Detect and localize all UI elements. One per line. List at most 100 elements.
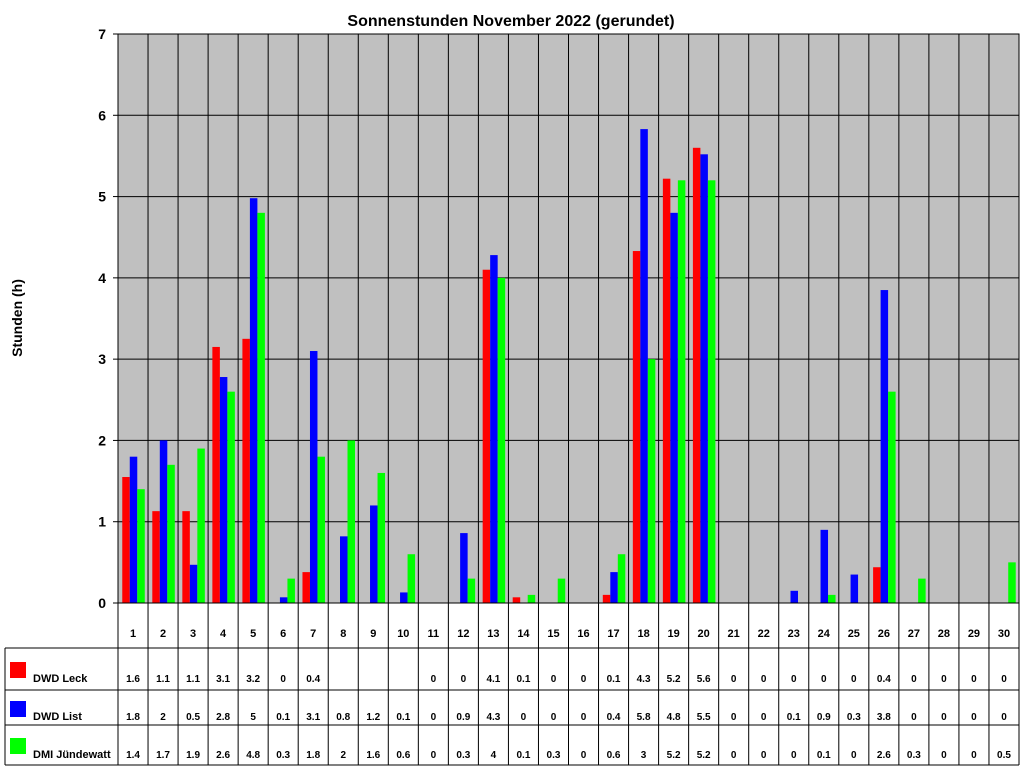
bar xyxy=(159,440,168,603)
bar xyxy=(482,269,491,603)
x-tick-label: 26 xyxy=(878,628,890,640)
x-tick-label: 15 xyxy=(547,628,559,640)
data-label: 5 xyxy=(250,712,256,723)
bar xyxy=(602,594,611,603)
data-label: 0 xyxy=(431,674,437,685)
data-label: 5.6 xyxy=(697,674,711,685)
data-label: 0 xyxy=(761,750,767,761)
legend-swatch xyxy=(10,738,26,754)
data-label: 1.6 xyxy=(366,750,380,761)
data-label: 0.6 xyxy=(396,750,410,761)
x-tick-label: 21 xyxy=(728,628,740,640)
data-label: 3.1 xyxy=(306,712,320,723)
bar xyxy=(317,456,325,603)
y-tick-label: 3 xyxy=(98,351,106,367)
data-label: 0 xyxy=(461,674,467,685)
bar xyxy=(129,456,138,603)
x-tick-label: 20 xyxy=(698,628,710,640)
bar xyxy=(677,180,686,604)
bar xyxy=(527,594,536,603)
y-tick-label: 5 xyxy=(98,189,106,205)
data-label: 5.8 xyxy=(637,712,651,723)
bar xyxy=(242,338,250,603)
data-label: 0.1 xyxy=(276,712,290,723)
x-tick-label: 23 xyxy=(788,628,800,640)
bar xyxy=(1008,562,1016,603)
x-tick-label: 6 xyxy=(280,628,286,640)
bar xyxy=(249,198,258,603)
bar xyxy=(873,567,881,603)
x-tick-label: 29 xyxy=(968,628,980,640)
data-label: 0 xyxy=(851,674,857,685)
data-label: 2 xyxy=(160,712,166,723)
data-label: 0 xyxy=(431,712,437,723)
bar xyxy=(302,572,310,603)
data-label: 1.1 xyxy=(156,674,170,685)
x-tick-label: 13 xyxy=(487,628,499,640)
bar xyxy=(122,477,130,603)
x-tick-label: 27 xyxy=(908,628,920,640)
data-label: 3 xyxy=(641,750,647,761)
bar xyxy=(257,212,265,604)
data-label: 0.1 xyxy=(607,674,621,685)
bar xyxy=(407,554,416,603)
y-tick-label: 0 xyxy=(98,595,106,611)
data-label: 4.3 xyxy=(637,674,651,685)
bar xyxy=(497,277,506,603)
data-label: 1.4 xyxy=(126,750,140,761)
bar xyxy=(647,359,656,603)
data-label: 0.3 xyxy=(547,750,561,761)
y-tick-label: 4 xyxy=(98,270,106,286)
bar xyxy=(850,574,859,603)
data-label: 0 xyxy=(971,674,977,685)
data-label: 0.3 xyxy=(456,750,470,761)
bar xyxy=(828,594,836,603)
bar xyxy=(700,154,708,603)
data-table: 1 2 3 4 5 6 7 8 9 10 11 12 13 14 15 16 17 18 19 20 21 22 23 24 2… xyxy=(4,603,1020,766)
legend-swatch xyxy=(10,662,26,678)
x-tick-label: 1 xyxy=(130,628,136,640)
bar xyxy=(137,489,145,603)
data-label: 1.8 xyxy=(126,712,140,723)
bar xyxy=(212,346,220,603)
data-label: 1.7 xyxy=(156,750,170,761)
bar xyxy=(309,351,318,603)
y-tick-label: 6 xyxy=(98,107,106,123)
bar xyxy=(197,448,205,603)
data-label: 0.8 xyxy=(336,712,350,723)
x-tick-label: 5 xyxy=(250,628,256,640)
bar xyxy=(918,578,926,603)
data-label: 0 xyxy=(581,674,587,685)
y-tick-label: 2 xyxy=(98,432,106,448)
data-label: 3.1 xyxy=(216,674,230,685)
bar xyxy=(400,592,408,603)
data-label: 0.1 xyxy=(516,674,530,685)
x-tick-label: 11 xyxy=(428,628,440,640)
x-tick-label: 2 xyxy=(160,628,166,640)
bar xyxy=(632,251,641,604)
y-tick-label: 1 xyxy=(98,514,106,530)
data-label: 4.3 xyxy=(486,712,500,723)
data-label: 0 xyxy=(1001,712,1007,723)
bar xyxy=(557,578,566,603)
x-tick-label: 3 xyxy=(190,628,196,640)
data-label: 0 xyxy=(941,674,947,685)
bar xyxy=(640,129,648,603)
data-label: 1.8 xyxy=(306,750,320,761)
data-label: 0 xyxy=(551,712,557,723)
data-label: 5.2 xyxy=(667,750,681,761)
data-label: 5.2 xyxy=(697,750,711,761)
data-label: 0 xyxy=(731,674,737,685)
bar xyxy=(377,472,386,603)
data-label: 4.1 xyxy=(486,674,500,685)
data-label: 0 xyxy=(941,750,947,761)
data-label: 0 xyxy=(551,674,557,685)
x-tick-label: 10 xyxy=(397,628,409,640)
data-label: 0 xyxy=(731,750,737,761)
data-label: 0.3 xyxy=(847,712,861,723)
data-label: 0 xyxy=(971,712,977,723)
bar xyxy=(670,212,678,604)
data-label: 0 xyxy=(761,712,767,723)
data-label: 0.1 xyxy=(787,712,801,723)
